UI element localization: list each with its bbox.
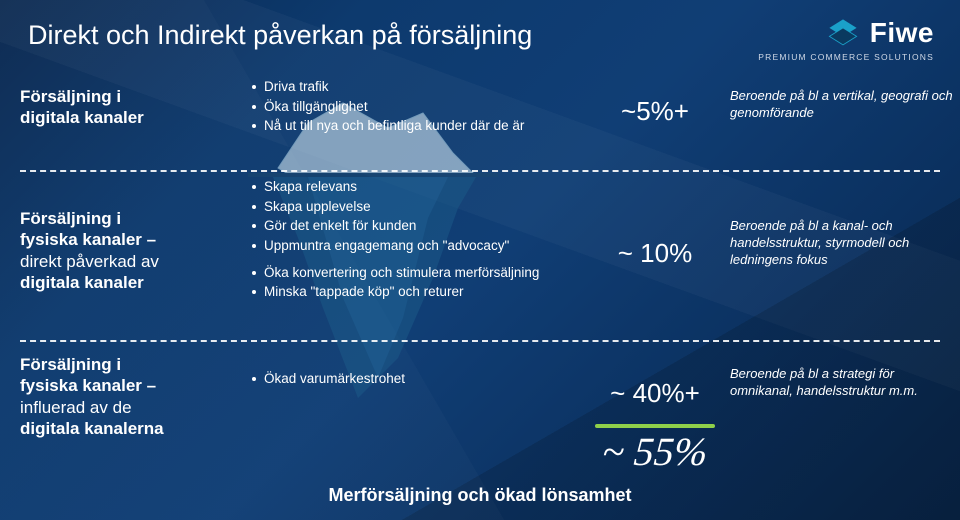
bullet: Ökad varumärkestrohet [250,370,560,389]
footer-text: Merförsäljning och ökad lönsamhet [0,485,960,506]
row1-label: Försäljning i digitala kanaler [20,86,230,129]
bullet: Öka konvertering och stimulera merförsäl… [250,264,560,283]
bullet: Driva trafik [250,78,560,97]
row-divider-2 [20,340,940,342]
row3-note: Beroende på bl a strategi för omnikanal,… [730,366,955,400]
row3-bullets: Ökad varumärkestrohet [250,370,560,390]
logo-text: Fiwe [870,17,934,49]
row1-bullets: Driva trafik Öka tillgänglighet Nå ut ti… [250,78,560,137]
row-divider-1 [20,170,940,172]
row2-note: Beroende på bl a kanal- och handelsstruk… [730,218,955,269]
bullet: Öka tillgänglighet [250,98,560,117]
row2-pct: ~ 10% [595,238,715,269]
row2-bullets: Skapa relevans Skapa upplevelse Gör det … [250,178,560,303]
bullet: Uppmuntra engagemang och "advocacy" [250,237,560,256]
row1-pct: ~5%+ [595,96,715,127]
bullet: Skapa relevans [250,178,560,197]
logo-mark-icon [826,16,860,50]
bullet: Nå ut till nya och befintliga kunder där… [250,117,560,136]
bullet: Minska "tappade köp" och returer [250,283,560,302]
row1-label-text: Försäljning i digitala kanaler [20,86,230,129]
page-title: Direkt och Indirekt påverkan på försäljn… [28,20,532,51]
bullet: Skapa upplevelse [250,198,560,217]
content-grid: Försäljning i digitala kanaler Driva tra… [20,78,940,492]
total-pct: ~ 55% [578,428,732,475]
row3-label: Försäljning i fysiska kanaler – influera… [20,354,230,439]
row3-pct: ~ 40%+ [595,378,715,409]
bullet: Gör det enkelt för kunden [250,217,560,236]
row2-label: Försäljning i fysiska kanaler – direkt p… [20,208,230,293]
logo-tagline: PREMIUM COMMERCE SOLUTIONS [758,52,934,62]
brand-logo: Fiwe PREMIUM COMMERCE SOLUTIONS [758,16,934,62]
row1-note: Beroende på bl a vertikal, geografi och … [730,88,955,122]
